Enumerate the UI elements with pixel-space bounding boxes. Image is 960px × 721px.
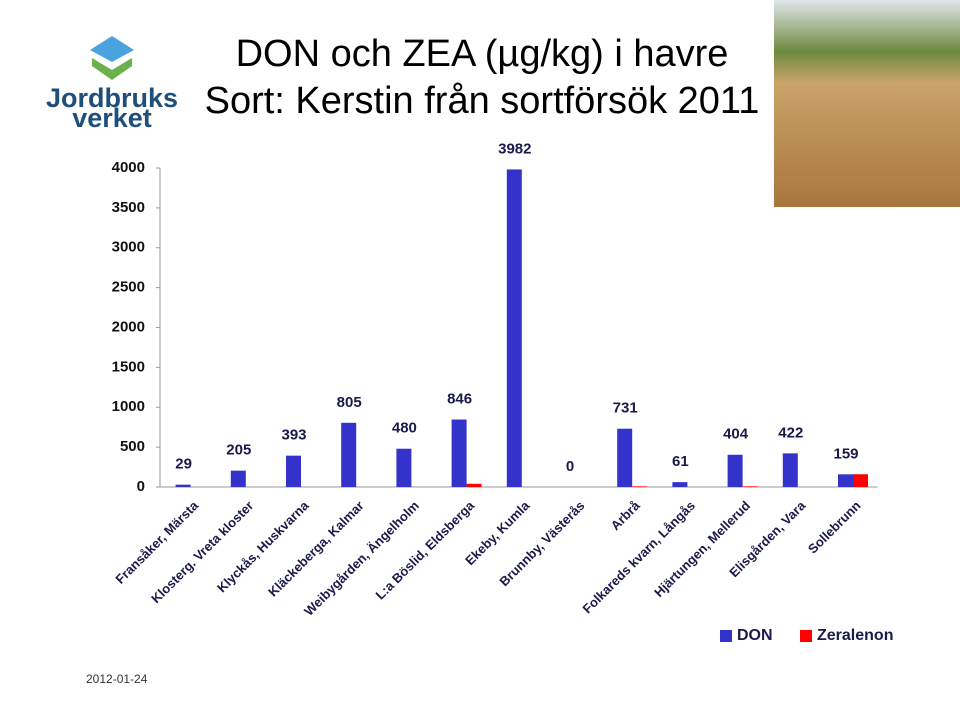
bar xyxy=(742,486,758,487)
logo: Jordbruks verket xyxy=(46,36,178,133)
bar xyxy=(466,483,482,487)
legend-swatch xyxy=(800,630,812,642)
value-label: 731 xyxy=(613,400,638,417)
value-label: 29 xyxy=(175,456,192,473)
logo-text: verket xyxy=(72,103,152,133)
value-label: 205 xyxy=(226,442,251,459)
logo-text: Jordbruks xyxy=(46,83,178,113)
y-tick-label: 1500 xyxy=(112,358,145,375)
value-label: 422 xyxy=(778,424,803,441)
bar xyxy=(230,470,246,487)
legend-label: Zeralenon xyxy=(817,627,893,644)
y-tick-label: 2000 xyxy=(112,318,145,335)
value-label: 61 xyxy=(672,453,689,470)
bar xyxy=(175,484,191,487)
value-label: 404 xyxy=(723,426,749,443)
legend-label: DON xyxy=(737,627,773,644)
y-tick-label: 3000 xyxy=(112,239,145,256)
x-tick-label: Sollebrunn xyxy=(805,498,864,557)
bar xyxy=(853,474,868,487)
value-label: 846 xyxy=(447,391,472,408)
chart-title: DON och ZEA (µg/kg) i havre xyxy=(236,33,729,75)
y-tick-label: 2500 xyxy=(112,279,145,296)
date: 2012-01-24 xyxy=(86,672,148,686)
bar xyxy=(286,455,301,487)
bar xyxy=(672,482,688,487)
bar xyxy=(782,453,798,487)
x-tick-label: Weibygården, Ängelholm xyxy=(301,498,422,619)
bar xyxy=(341,422,357,487)
value-label: 3982 xyxy=(498,140,531,157)
value-label: 159 xyxy=(833,445,858,462)
bar xyxy=(727,454,743,487)
value-label: 0 xyxy=(566,458,574,475)
x-tick-label: Folkareds kvarn, Långås xyxy=(580,498,698,616)
y-tick-label: 1000 xyxy=(112,398,145,415)
bar xyxy=(506,169,522,488)
legend-swatch xyxy=(720,630,732,642)
value-label: 393 xyxy=(281,427,306,444)
x-tick-label: Kläckeberga, Kalmar xyxy=(265,498,367,600)
x-tick-label: Hjärtungen, Mellerud xyxy=(651,498,753,600)
bar xyxy=(838,474,853,487)
x-tick-label: Klosterg. Vreta kloster xyxy=(148,498,256,606)
y-tick-label: 4000 xyxy=(112,159,145,176)
photo xyxy=(774,0,960,207)
x-tick-label: Klyckås, Huskvarna xyxy=(214,497,312,595)
bar xyxy=(396,448,412,487)
value-label: 480 xyxy=(392,420,417,437)
value-label: 805 xyxy=(337,394,362,411)
bar xyxy=(632,486,648,487)
x-tick-label: Arbrå xyxy=(608,497,644,533)
y-tick-label: 3500 xyxy=(112,199,145,216)
y-tick-label: 0 xyxy=(137,478,145,495)
bar xyxy=(451,419,467,487)
chart-subtitle: Sort: Kerstin från sortförsök 2011 xyxy=(205,80,760,122)
x-tick-label: L:a Böslid, Eldsberga xyxy=(373,497,478,602)
bar xyxy=(617,428,633,487)
y-tick-label: 500 xyxy=(120,438,145,455)
